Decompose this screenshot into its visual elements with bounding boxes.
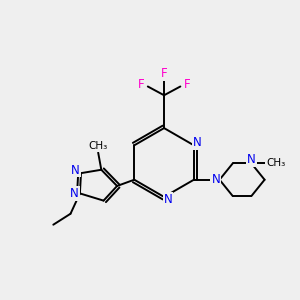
Text: F: F [184, 78, 190, 92]
Text: N: N [71, 164, 80, 176]
Text: N: N [247, 153, 256, 166]
Text: N: N [212, 173, 220, 186]
Text: N: N [164, 193, 172, 206]
Text: N: N [193, 136, 202, 149]
Text: F: F [138, 78, 144, 92]
Text: F: F [161, 67, 167, 80]
Text: CH₃: CH₃ [266, 158, 286, 169]
Text: N: N [70, 187, 79, 200]
Text: CH₃: CH₃ [88, 141, 108, 151]
